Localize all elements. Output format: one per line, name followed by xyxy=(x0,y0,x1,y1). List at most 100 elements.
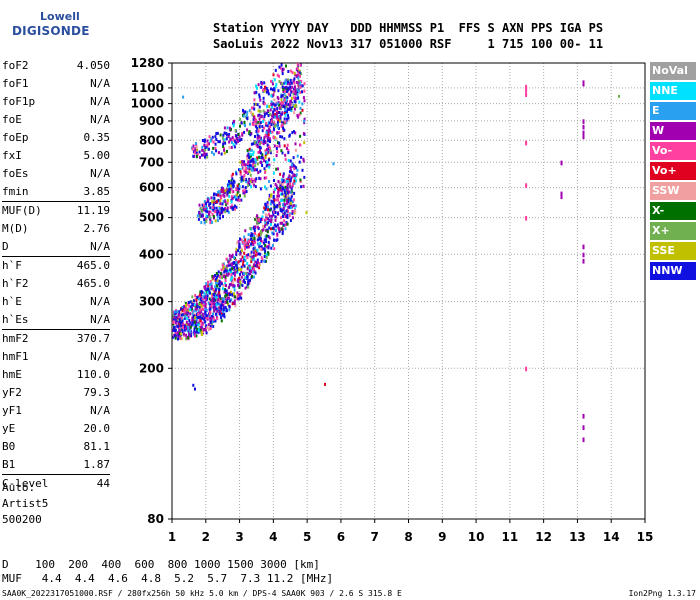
echo-dot xyxy=(233,256,235,260)
echo-dot xyxy=(228,187,231,191)
echo-dot xyxy=(278,205,281,209)
echo-dot xyxy=(275,224,278,228)
echo-dot xyxy=(263,206,266,210)
echo-dot xyxy=(294,176,297,180)
echo-dot xyxy=(286,214,289,218)
echo-dot xyxy=(283,219,286,223)
echo-dot xyxy=(195,304,197,308)
echo-dot xyxy=(263,159,266,163)
echo-dot xyxy=(263,167,266,171)
echo-dot xyxy=(177,333,180,337)
echo-dot xyxy=(220,282,223,286)
echo-dot xyxy=(215,272,218,275)
echo-dot xyxy=(300,79,303,83)
echo-dot xyxy=(209,221,212,225)
echo-dot xyxy=(176,316,179,320)
echo-dot xyxy=(283,137,286,141)
echo-dot xyxy=(286,184,289,188)
echo-dot xyxy=(236,186,239,190)
echo-dot xyxy=(262,109,265,113)
echo-dot xyxy=(201,300,204,304)
echo-dot xyxy=(582,80,585,84)
echo-dot xyxy=(287,78,290,82)
x-tick-label: 13 xyxy=(569,530,586,544)
param-separator xyxy=(2,256,110,257)
echo-dot xyxy=(231,293,234,297)
echo-dot xyxy=(283,105,286,109)
echo-dot xyxy=(219,281,222,285)
echo-dot xyxy=(292,90,295,94)
echo-dot xyxy=(233,292,235,296)
echo-dot xyxy=(244,259,247,262)
echo-dot xyxy=(215,193,218,197)
echo-dot xyxy=(303,99,306,103)
echo-dot xyxy=(198,211,201,215)
echo-dot xyxy=(582,427,585,430)
echo-dot xyxy=(274,115,277,119)
echo-dot xyxy=(525,89,528,93)
echo-dot xyxy=(324,382,326,386)
param-row: yF1 N/A xyxy=(2,402,110,420)
echo-dot xyxy=(230,272,233,276)
param-separator xyxy=(2,329,110,330)
echo-dot xyxy=(226,201,229,205)
echo-dot xyxy=(212,324,215,328)
echo-dot xyxy=(290,195,293,199)
echo-dot xyxy=(215,200,218,204)
echo-dot xyxy=(185,333,188,337)
echo-dot xyxy=(260,141,263,145)
echo-dot xyxy=(281,94,284,98)
param-row: foF1p N/A xyxy=(2,93,110,111)
param-value: N/A xyxy=(90,77,110,90)
echo-dot xyxy=(239,160,242,164)
echo-dot xyxy=(268,226,271,230)
echo-dot xyxy=(241,133,244,137)
echo-dot xyxy=(264,156,267,160)
echo-dot xyxy=(186,335,189,339)
auto-line1: Auto: xyxy=(2,481,36,494)
echo-dot xyxy=(202,295,205,299)
echo-dot xyxy=(258,245,261,249)
echo-dot xyxy=(195,154,198,158)
echo-dot xyxy=(191,321,194,325)
echo-dot xyxy=(188,319,191,322)
echo-dot xyxy=(259,242,262,245)
echo-dot xyxy=(259,229,262,233)
echo-dot xyxy=(224,200,227,204)
echo-dot xyxy=(249,133,252,137)
echo-dot xyxy=(227,185,230,189)
echo-dot xyxy=(271,105,274,109)
param-label: yF1 xyxy=(2,404,22,417)
echo-dot xyxy=(236,297,239,301)
echo-dot xyxy=(241,132,244,135)
echo-dot xyxy=(231,267,234,271)
param-row: foF1 N/A xyxy=(2,75,110,93)
echo-dot xyxy=(263,115,266,119)
echo-dot xyxy=(248,281,251,285)
echo-dot xyxy=(275,108,278,112)
echo-dot xyxy=(224,306,227,309)
echo-dot xyxy=(198,306,201,309)
echo-dot xyxy=(186,316,189,320)
echo-dot xyxy=(226,264,229,268)
echo-dot xyxy=(251,274,253,278)
echo-dot xyxy=(263,88,266,91)
echo-dot xyxy=(278,106,281,110)
echo-dot xyxy=(252,267,255,271)
param-value: 370.7 xyxy=(76,332,110,345)
echo-dot xyxy=(218,302,221,306)
echo-dot xyxy=(240,238,243,242)
echo-dot xyxy=(225,132,228,136)
echo-dot xyxy=(183,325,186,329)
echo-dot xyxy=(208,312,211,316)
echo-dot xyxy=(295,166,298,170)
echo-dot xyxy=(204,155,206,159)
echo-dot xyxy=(300,185,303,189)
echo-dot xyxy=(222,308,225,312)
param-value: 81.1 xyxy=(83,440,111,453)
echo-dot xyxy=(197,303,200,307)
echo-dot xyxy=(203,208,205,212)
echo-dot xyxy=(256,221,259,225)
echo-dot xyxy=(206,294,209,298)
param-value: 2.76 xyxy=(83,222,111,235)
